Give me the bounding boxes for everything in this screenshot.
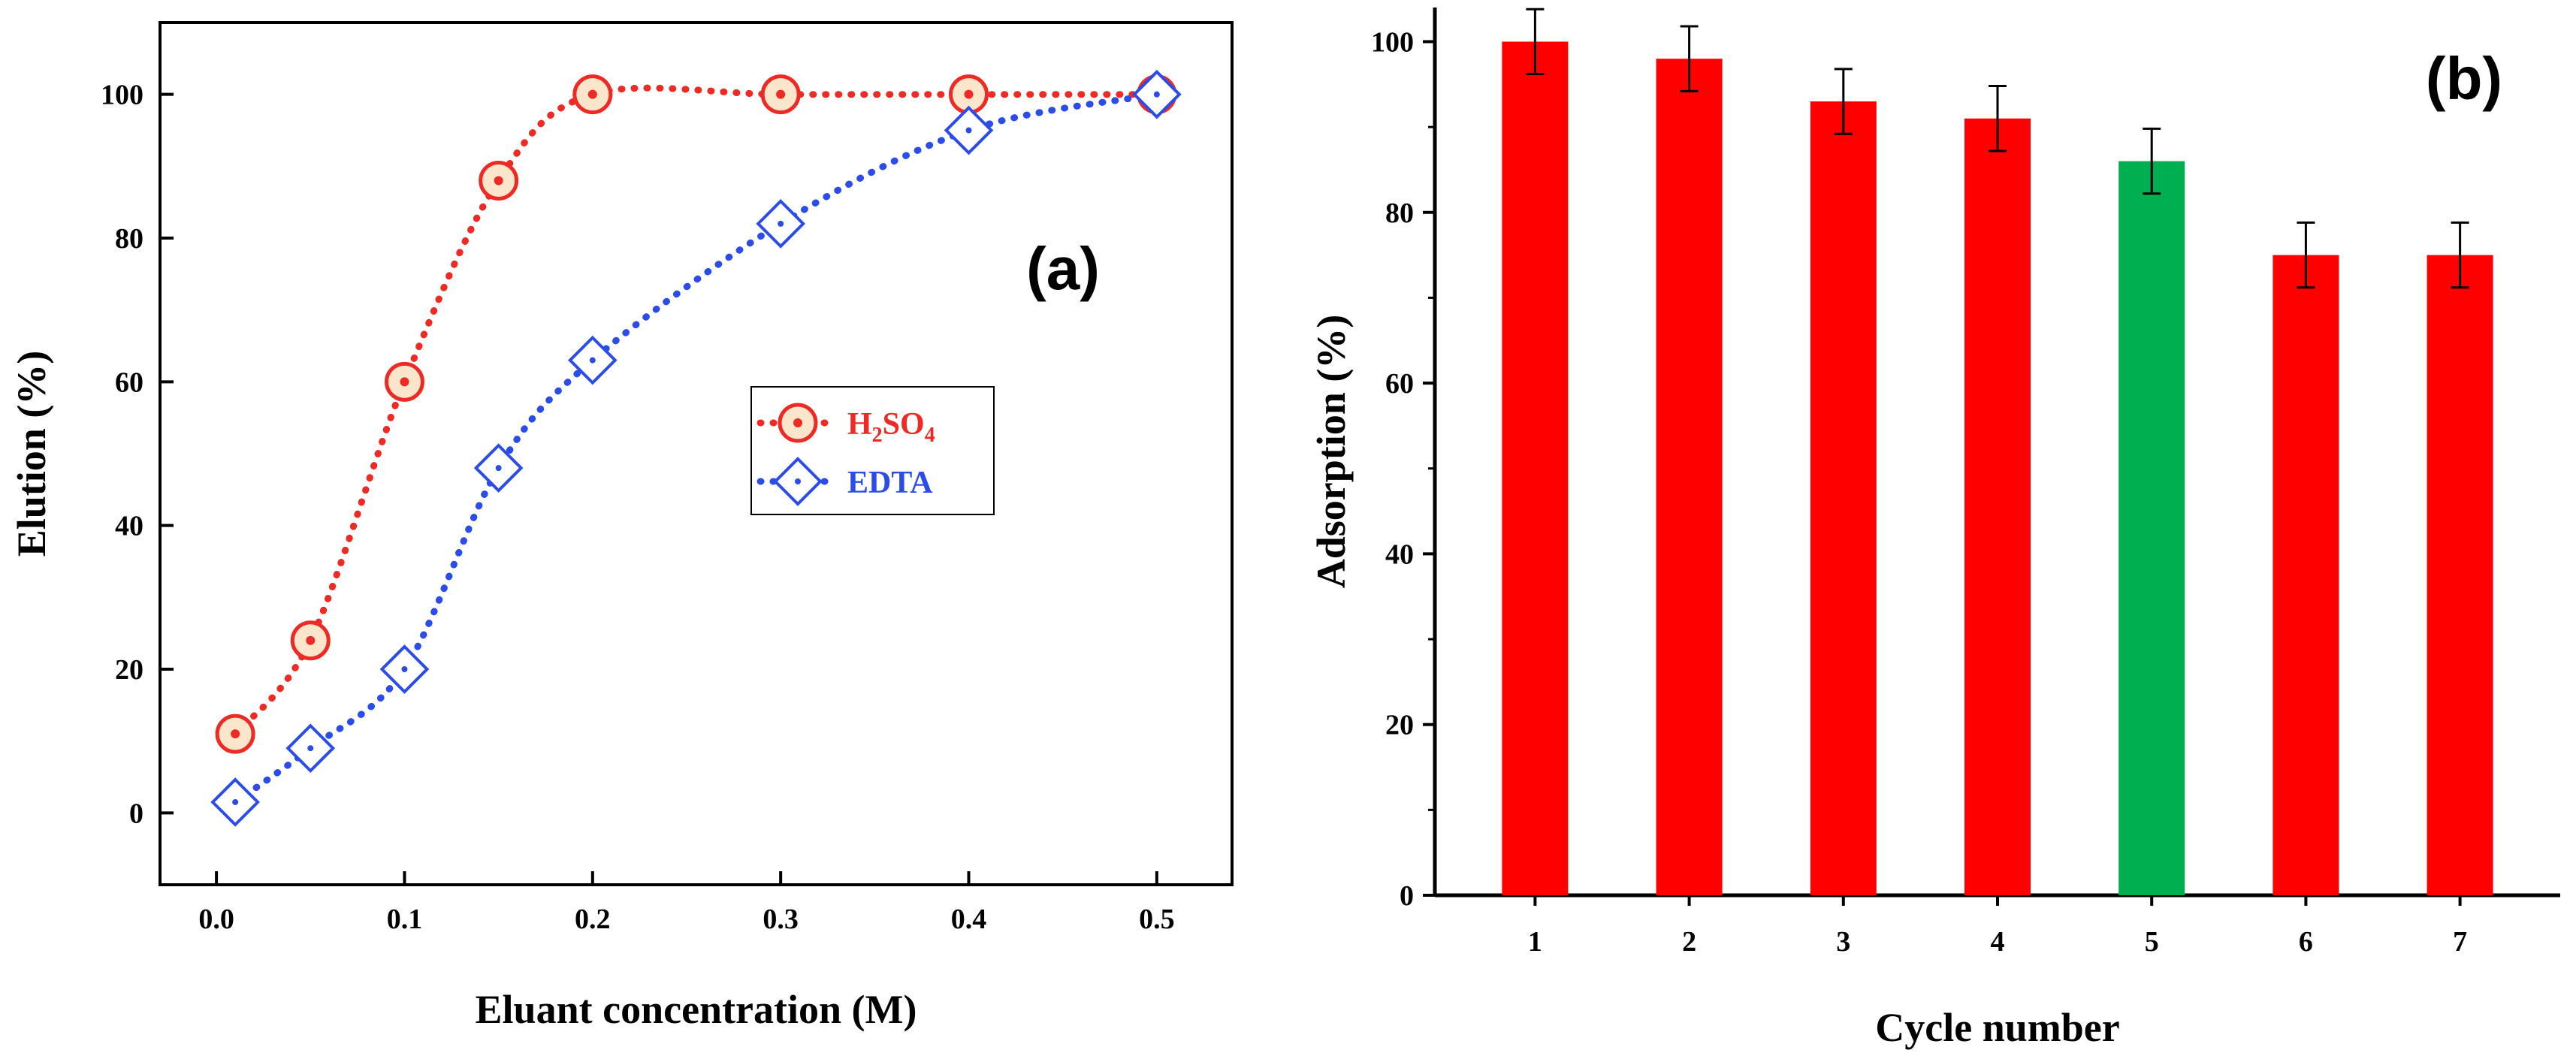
bar <box>2118 161 2185 896</box>
y-tick-label: 20 <box>1385 710 1414 741</box>
bar-group: 1 <box>1502 8 1569 958</box>
x-tick-label: 0.0 <box>198 904 234 935</box>
legend-marker-dot <box>793 418 802 427</box>
series-line <box>231 84 1161 738</box>
bar-group: 3 <box>1810 68 1877 958</box>
y-tick-label: 100 <box>101 80 143 111</box>
y-tick-label: 80 <box>115 223 143 255</box>
x-tick-label: 0.4 <box>951 904 987 935</box>
data-point-dot <box>1153 91 1160 98</box>
x-tick-label: 7 <box>2453 926 2467 958</box>
x-tick-label: 4 <box>1991 926 2005 958</box>
data-point-dot <box>778 220 784 227</box>
bar-group: 7 <box>2427 221 2493 958</box>
x-tick-label: 2 <box>1682 926 1696 958</box>
y-tick-label: 60 <box>1385 368 1414 400</box>
bar-group: 5 <box>2118 127 2185 958</box>
x-tick-label: 0.1 <box>387 904 423 935</box>
data-point-dot <box>231 729 240 739</box>
bar <box>2272 255 2339 895</box>
x-tick-label: 1 <box>1528 926 1542 958</box>
y-tick-label: 20 <box>115 654 143 686</box>
data-point-dot <box>401 666 408 672</box>
x-tick-label: 5 <box>2145 926 2159 958</box>
bar <box>1656 59 1723 896</box>
data-point-dot <box>494 176 503 186</box>
y-axis-title: Elution (%) <box>9 351 54 557</box>
series-line <box>231 91 1161 806</box>
data-point-dot <box>400 377 409 387</box>
bar-group: 4 <box>1964 85 2031 958</box>
data-point-dot <box>307 745 314 752</box>
y-tick-label: 60 <box>115 367 143 398</box>
data-point-dot <box>776 89 786 99</box>
data-point-dot <box>589 357 596 364</box>
data-point-dot <box>587 89 597 99</box>
panel-label: (a) <box>1026 235 1100 302</box>
bar <box>1810 101 1877 895</box>
data-point-dot <box>965 127 972 134</box>
bar-group: 6 <box>2272 221 2339 958</box>
x-tick-label: 0.5 <box>1139 904 1175 935</box>
y-tick-label: 40 <box>115 511 143 542</box>
series-edta <box>210 69 1182 827</box>
legend-label: H2SO4 <box>847 407 935 447</box>
plot-frame <box>159 21 1234 886</box>
x-axis-title: Cycle number <box>1875 1005 2119 1050</box>
data-point-dot <box>306 635 316 645</box>
panel-label: (b) <box>2426 45 2502 112</box>
series-h2so4 <box>215 74 1177 754</box>
y-tick-label: 0 <box>129 798 143 829</box>
legend-marker-dot <box>795 478 801 484</box>
legend-label: EDTA <box>847 466 933 500</box>
x-tick-label: 6 <box>2299 926 2313 958</box>
x-tick-label: 0.2 <box>575 904 611 935</box>
panel-a: 0 20 40 60 80 100 0.0 0.1 0.2 0.3 0.4 0.5 Eluant con… <box>9 21 1234 1032</box>
legend-label-sub: 4 <box>925 424 935 447</box>
y-tick-label: 100 <box>1371 26 1414 58</box>
data-point-dot <box>495 465 502 472</box>
y-tick-label: 40 <box>1385 539 1414 570</box>
bar <box>2427 255 2493 895</box>
x-tick-label: 0.3 <box>763 904 799 935</box>
legend-label-part: SO <box>883 407 925 442</box>
y-tick-label: 80 <box>1385 198 1414 229</box>
bar <box>1964 118 2031 895</box>
bar-group: 2 <box>1656 25 1723 958</box>
x-tick-label: 3 <box>1836 926 1850 958</box>
panel-b: 0 20 40 60 80 100 1 2 3 4 5 6 7 Cycle number Adsorptio… <box>1309 8 2560 1050</box>
y-tick-label: 0 <box>1400 880 1414 912</box>
y-axis-title: Adsorption (%) <box>1309 315 1354 589</box>
data-point-dot <box>232 798 239 805</box>
legend-label-part: H <box>847 407 872 442</box>
legend-label-sub: 2 <box>872 424 883 447</box>
bar <box>1502 41 1569 895</box>
data-point-dot <box>964 89 974 99</box>
legend: H2SO4 EDTA <box>750 386 995 515</box>
x-axis-title: Eluant concentration (M) <box>476 987 917 1032</box>
